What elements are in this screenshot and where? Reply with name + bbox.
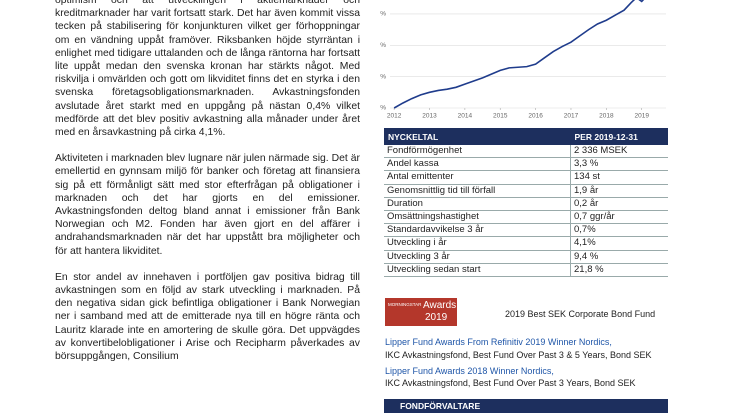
table-cell: Standardavvikelse 3 år	[384, 223, 571, 238]
body-text: optimism och att utvecklingen i aktiemar…	[55, 0, 360, 376]
table-cell: 0,7 ggr/år	[570, 210, 668, 225]
table-cell: 3,3 %	[570, 157, 668, 172]
paragraph: optimism och att utvecklingen i aktiemar…	[55, 0, 360, 139]
table-cell: Utveckling sedan start	[384, 263, 571, 277]
paragraph: Aktiviteten i marknaden blev lugnare när…	[55, 153, 360, 257]
award-text: IKC Avkastningsfond, Best Fund Over Past…	[385, 350, 652, 360]
table-row: Andel kassa 3,3 %	[384, 157, 668, 172]
table-cell: 9,4 %	[570, 250, 668, 264]
x-tick-label: 2013	[422, 113, 437, 120]
table-cell: Duration	[384, 197, 571, 211]
table-cell: Fondförmögenhet	[384, 145, 571, 159]
table-row: Genomsnittlig tid till förfall 1,9 år	[384, 184, 668, 198]
col-header: PER 2019-12-31	[570, 128, 668, 145]
x-tick-label: 2012	[387, 113, 402, 120]
table-cell: Utveckling i år	[384, 236, 571, 251]
logo-brand: MORNINGSTAR	[388, 302, 422, 307]
table-cell: 134 st	[570, 170, 668, 185]
table-cell: Genomsnittlig tid till förfall	[384, 184, 571, 198]
key-figures: NYCKELTAL PER 2019-12-31 Fondförmögenhet 2…	[384, 128, 668, 277]
table-row: Utveckling i år 4,1%	[384, 236, 668, 251]
table-cell: 2 336 MSEK	[570, 145, 668, 159]
award-text: 2019 Best SEK Corporate Bond Fund	[505, 309, 656, 319]
y-tick-label: 5%	[380, 73, 386, 80]
chart: 0% 5% 10% 15% 2012 2013 2014 2015 2016 2017 2018 20…	[380, 0, 666, 120]
award-logo: MORNINGSTAR Awards 2019	[385, 298, 457, 326]
table-cell: Omsättningshastighet	[384, 210, 571, 225]
y-tick-label: 15%	[380, 11, 386, 18]
logo-word: Awards	[423, 300, 457, 311]
x-tick-label: 2017	[564, 113, 579, 120]
col-header: NYCKELTAL	[384, 128, 571, 145]
y-tick-label: 10%	[380, 42, 386, 49]
table-row: Utveckling 3 år 9,4 %	[384, 250, 668, 264]
table-row: Duration 0,2 år	[384, 197, 668, 211]
table-row: Standardavvikelse 3 år 0,7%	[384, 223, 668, 238]
table-cell: Antal emittenter	[384, 170, 571, 185]
x-tick-label: 2019	[634, 113, 649, 120]
x-tick-label: 2015	[493, 113, 508, 120]
paragraph: En stor andel av innehaven i portföljen …	[55, 271, 360, 363]
x-tick-label: 2016	[528, 113, 543, 120]
series-line	[393, 0, 645, 109]
table-row: Antal emittenter 134 st	[384, 170, 668, 185]
award-text: IKC Avkastningsfond, Best Fund Over Past…	[385, 378, 636, 388]
section-header: FONDFÖRVALTARE	[384, 399, 668, 413]
award-title: Lipper Fund Awards From Refinitiv 2019 W…	[385, 337, 612, 347]
x-tick-label: 2018	[599, 113, 614, 120]
table-cell: 1,9 år	[570, 184, 668, 198]
table-row: Fondförmögenhet 2 336 MSEK	[384, 145, 668, 159]
table-cell: Andel kassa	[384, 157, 571, 172]
table-cell: 21,8 %	[570, 263, 668, 277]
table-cell: 4,1%	[570, 236, 668, 251]
table-row: Omsättningshastighet 0,7 ggr/år	[384, 210, 668, 225]
logo-year: 2019	[425, 312, 448, 323]
y-tick-label: 0%	[380, 105, 386, 112]
table-row: Utveckling sedan start 21,8 %	[384, 263, 668, 277]
table-cell: 0,7%	[570, 223, 668, 238]
award-title: Lipper Fund Awards 2018 Winner Nordics,	[385, 366, 554, 376]
x-tick-label: 2014	[458, 113, 473, 120]
table-cell: 0,2 år	[570, 197, 668, 211]
table-cell: Utveckling 3 år	[384, 250, 571, 264]
